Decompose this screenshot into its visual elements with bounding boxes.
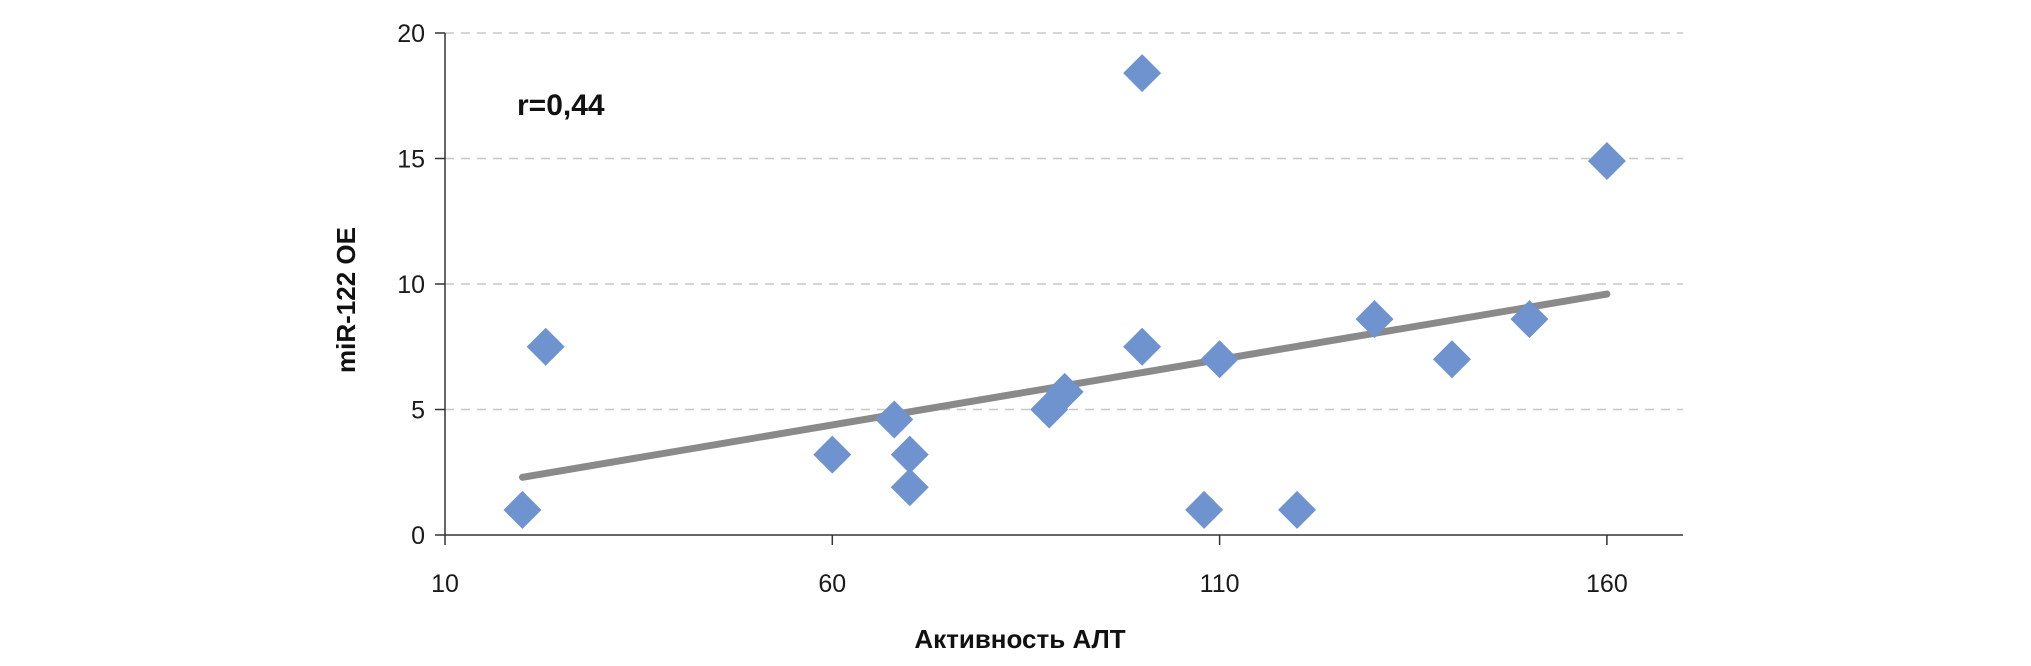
data-point bbox=[1510, 300, 1549, 339]
data-point bbox=[1278, 490, 1317, 529]
data-point bbox=[503, 490, 542, 529]
annotation-r: r=0,44 bbox=[517, 89, 605, 122]
grid-lines bbox=[445, 32, 1683, 411]
data-points bbox=[503, 54, 1626, 529]
data-point bbox=[875, 400, 914, 439]
y-tick-label: 5 bbox=[411, 397, 425, 425]
data-point bbox=[813, 435, 852, 474]
data-point bbox=[526, 327, 565, 366]
y-tick-label: 15 bbox=[397, 146, 425, 174]
x-tick-label: 110 bbox=[1200, 570, 1240, 598]
y-tick-labels: 0 5 10 15 20 bbox=[397, 20, 445, 550]
data-point bbox=[1355, 300, 1394, 339]
y-tick-label: 10 bbox=[397, 271, 425, 299]
data-point bbox=[1587, 142, 1626, 181]
data-point bbox=[1123, 54, 1162, 93]
data-point bbox=[890, 435, 929, 474]
data-point bbox=[1432, 340, 1471, 379]
y-tick-label: 0 bbox=[411, 522, 425, 550]
data-point bbox=[1123, 327, 1162, 366]
x-tick-label: 160 bbox=[1586, 570, 1628, 598]
y-axis-title: miR-122 ОЕ bbox=[331, 227, 361, 373]
data-point bbox=[1200, 340, 1239, 379]
data-point bbox=[1045, 372, 1084, 411]
data-point bbox=[1185, 490, 1224, 529]
x-tick-label: 60 bbox=[818, 570, 846, 598]
x-axis-title: Активность АЛТ bbox=[914, 624, 1125, 654]
data-point bbox=[890, 468, 929, 507]
y-tick-label: 20 bbox=[397, 20, 425, 48]
x-tick-labels: 10 60 110 160 bbox=[431, 535, 1628, 598]
x-tick-label: 10 bbox=[431, 570, 459, 598]
